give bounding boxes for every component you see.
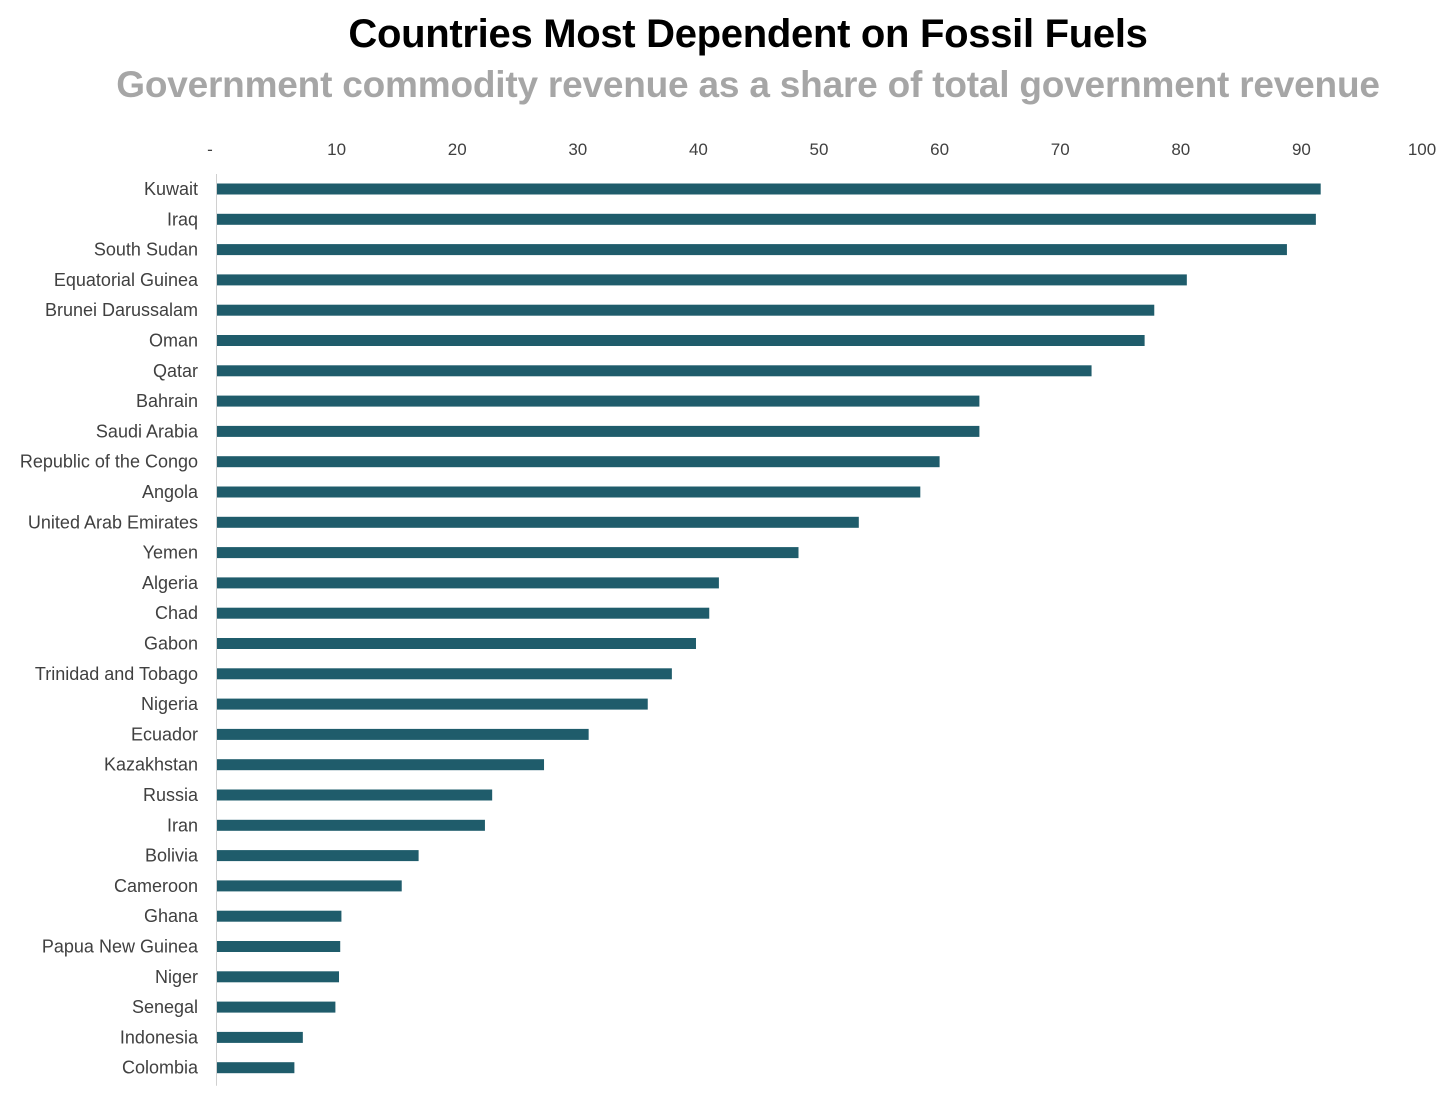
bar — [217, 183, 1321, 195]
bar — [217, 698, 648, 710]
category-label: Ecuador — [131, 724, 198, 744]
bar — [217, 910, 342, 922]
x-tick-label: 20 — [448, 140, 467, 159]
category-label: Papua New Guinea — [42, 937, 199, 957]
bar — [217, 335, 1145, 346]
bar — [217, 880, 402, 892]
bar — [217, 456, 940, 468]
category-label: Iran — [167, 815, 198, 835]
category-label: United Arab Emirates — [28, 512, 198, 532]
category-label: Iraq — [167, 209, 198, 229]
bar — [217, 941, 341, 952]
x-tick-label: 100 — [1408, 140, 1436, 159]
category-label: Saudi Arabia — [96, 421, 199, 441]
bar — [217, 274, 1187, 286]
bar — [217, 607, 710, 619]
bar — [217, 638, 696, 649]
category-label: Niger — [155, 967, 198, 987]
bar — [217, 365, 1092, 377]
bar — [217, 668, 672, 680]
x-tick-label: - — [207, 140, 213, 159]
category-label: Yemen — [143, 543, 198, 563]
bar — [217, 304, 1155, 316]
bar — [217, 789, 493, 801]
bar — [217, 1031, 303, 1043]
bar — [217, 213, 1316, 225]
category-label: Bahrain — [136, 391, 198, 411]
bar — [217, 1062, 295, 1074]
chart-title: Countries Most Dependent on Fossil Fuels — [348, 12, 1148, 56]
category-label: Brunei Darussalam — [45, 300, 198, 320]
category-label: Ghana — [144, 906, 199, 926]
category-label: Senegal — [132, 997, 198, 1017]
category-label: Republic of the Congo — [20, 452, 198, 472]
category-label: South Sudan — [94, 240, 198, 260]
x-tick-label: 90 — [1292, 140, 1311, 159]
bar — [217, 971, 340, 983]
bar — [217, 1001, 336, 1013]
category-label: Qatar — [153, 361, 198, 381]
category-label: Nigeria — [141, 694, 199, 714]
bar — [217, 516, 859, 528]
bar — [217, 486, 921, 498]
category-label: Equatorial Guinea — [54, 270, 199, 290]
category-label: Russia — [143, 785, 199, 805]
category-label: Algeria — [142, 573, 199, 593]
category-label: Indonesia — [120, 1027, 199, 1047]
category-label: Kuwait — [144, 179, 198, 199]
category-label: Oman — [149, 331, 198, 351]
category-label: Gabon — [144, 634, 198, 654]
category-label: Colombia — [122, 1058, 199, 1078]
bar — [217, 547, 799, 559]
bar — [217, 728, 589, 740]
chart-subtitle: Government commodity revenue as a share … — [116, 64, 1380, 105]
bar — [217, 819, 485, 831]
category-label: Trinidad and Tobago — [35, 664, 198, 684]
bar — [217, 850, 419, 862]
x-tick-label: 80 — [1171, 140, 1190, 159]
x-tick-label: 70 — [1051, 140, 1070, 159]
category-label: Kazakhstan — [104, 755, 198, 775]
x-axis-ticks: - 10 20 30 40 50 60 70 80 90 100 — [207, 140, 1436, 159]
x-tick-label: 60 — [930, 140, 949, 159]
x-tick-label: 30 — [568, 140, 587, 159]
bar — [217, 425, 980, 437]
x-tick-label: 50 — [810, 140, 829, 159]
bar — [217, 395, 980, 407]
category-label: Bolivia — [145, 846, 199, 866]
bars — [217, 183, 1321, 1074]
bar — [217, 759, 545, 771]
category-labels: Kuwait Iraq South Sudan Equatorial Guinea Br… — [20, 179, 199, 1078]
bar — [217, 244, 1287, 256]
x-tick-label: 40 — [689, 140, 708, 159]
category-label: Chad — [155, 603, 198, 623]
category-label: Cameroon — [114, 876, 198, 896]
category-label: Angola — [142, 482, 199, 502]
bar — [217, 577, 719, 589]
x-tick-label: 10 — [327, 140, 346, 159]
